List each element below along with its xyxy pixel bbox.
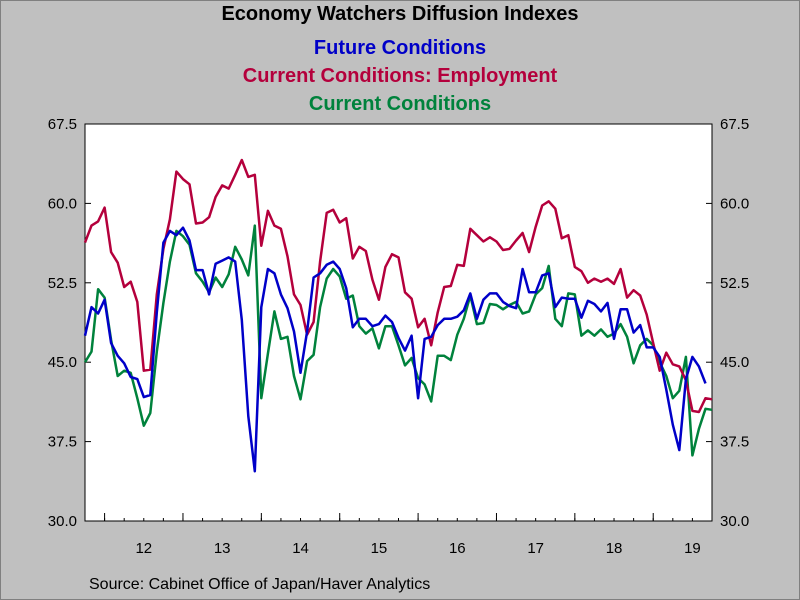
x-tick-label: 19 (684, 540, 701, 557)
y-tick-label-right: 30.0 (720, 513, 749, 530)
x-tick-label: 16 (449, 540, 466, 557)
x-tick-label: 18 (606, 540, 623, 557)
y-tick-label-left: 60.0 (48, 195, 77, 212)
legend-current-employment: Current Conditions: Employment (242, 65, 558, 87)
y-tick-label-right: 67.5 (720, 116, 749, 133)
x-tick-label: 15 (371, 540, 388, 557)
x-tick-label: 14 (292, 540, 309, 557)
y-tick-label-right: 52.5 (720, 275, 749, 292)
x-tick-label: 17 (527, 540, 544, 557)
plot-area (84, 123, 713, 522)
y-tick-label-right: 37.5 (720, 434, 749, 451)
y-tick-label-left: 52.5 (48, 275, 77, 292)
y-tick-label-left: 30.0 (48, 513, 77, 530)
series-line-current-conditions-employment (83, 158, 713, 414)
axes-group: 67.5 67.5 60.0 60.0 52.5 52.5 45.0 45.0 37.5 37.5… (48, 116, 749, 557)
series-line-future-conditions (83, 226, 707, 473)
legend-future-conditions: Future Conditions (313, 37, 487, 59)
y-tick-label-left: 67.5 (48, 116, 77, 133)
y-tick-label-left: 37.5 (48, 434, 77, 451)
x-tick-label: 12 (135, 540, 152, 557)
y-tick-label-right: 60.0 (720, 195, 749, 212)
y-tick-label-right: 45.0 (720, 354, 749, 371)
chart-title: Economy Watchers Diffusion Indexes (221, 3, 579, 25)
series-group (83, 158, 713, 473)
x-tick-label: 13 (214, 540, 231, 557)
source-note: Source: Cabinet Office of Japan/Haver An… (89, 576, 431, 593)
y-tick-label-left: 45.0 (48, 354, 77, 371)
legend-current-conditions: Current Conditions (308, 93, 492, 115)
